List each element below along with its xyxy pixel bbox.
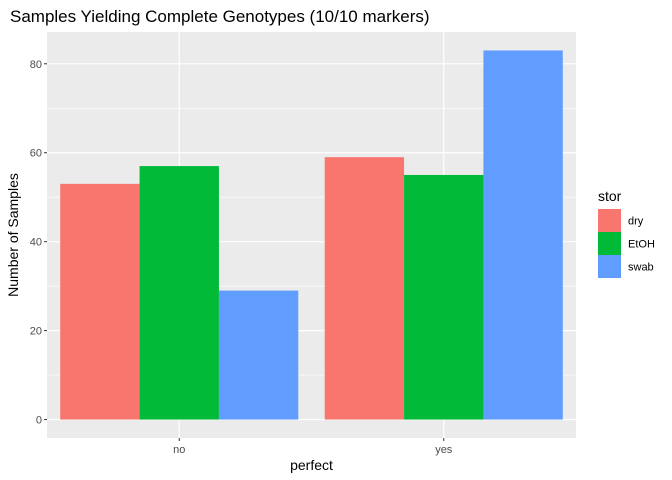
y-axis: 0 20 40 60 80 xyxy=(30,59,47,427)
y-tick-label: 60 xyxy=(30,148,42,160)
y-tick-label: 80 xyxy=(30,59,42,71)
bar-dry-no xyxy=(60,183,140,420)
legend-label-swab: swab xyxy=(628,262,654,274)
bars xyxy=(60,50,563,420)
x-axis: no yes xyxy=(173,438,453,456)
bar-swab-yes xyxy=(483,50,563,420)
legend-key-etoh xyxy=(598,232,621,255)
legend-label-etoh: EtOH xyxy=(628,239,655,251)
legend-key-dry xyxy=(598,209,621,232)
x-axis-title: perfect xyxy=(290,457,333,473)
bar-etoh-yes xyxy=(404,174,484,420)
bar-swab-no xyxy=(218,290,299,420)
legend-key-swab xyxy=(598,255,621,278)
x-tick-label: no xyxy=(173,444,185,456)
bar-etoh-no xyxy=(139,166,219,420)
legend: stor dry EtOH swab xyxy=(598,188,655,278)
legend-label-dry: dry xyxy=(628,216,644,228)
y-axis-title: Number of Samples xyxy=(5,173,21,297)
chart-title: Samples Yielding Complete Genotypes (10/… xyxy=(10,7,430,26)
y-tick-label: 0 xyxy=(36,415,42,427)
x-tick-label: yes xyxy=(435,444,453,456)
legend-title: stor xyxy=(598,188,622,204)
bar-dry-yes xyxy=(324,157,405,420)
y-tick-label: 20 xyxy=(30,326,42,338)
y-tick-label: 40 xyxy=(30,237,42,249)
